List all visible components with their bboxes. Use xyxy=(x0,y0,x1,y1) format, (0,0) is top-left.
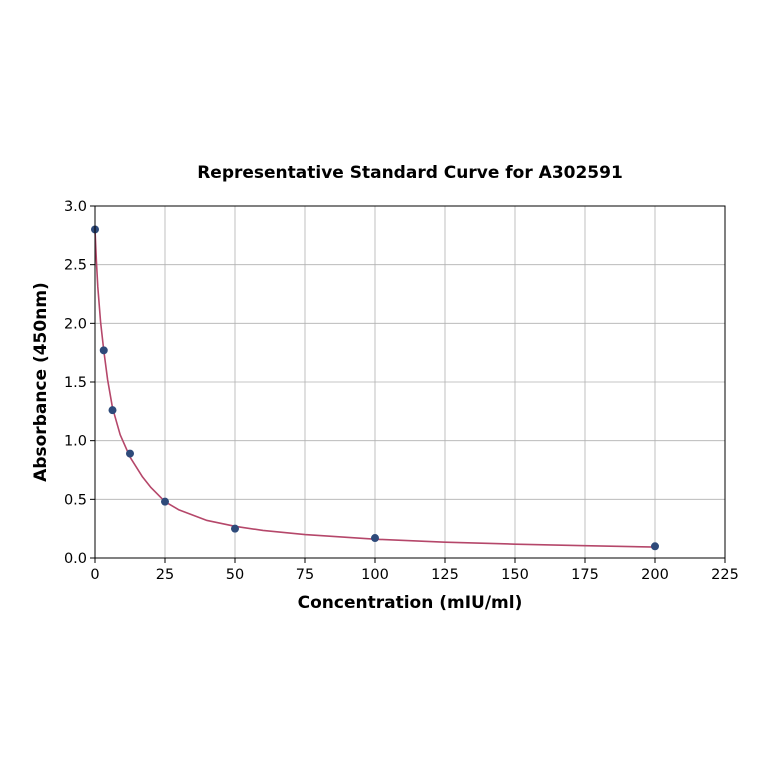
fit-curve-line xyxy=(94,229,656,548)
y-tick-label: 0.0 xyxy=(64,551,87,567)
y-tick-label: 1.5 xyxy=(64,375,87,391)
data-point xyxy=(651,542,659,551)
grid xyxy=(94,205,726,559)
x-tick-label: 25 xyxy=(156,567,174,583)
x-tick-label: 125 xyxy=(431,567,459,583)
y-tick-label: 3.0 xyxy=(64,199,87,215)
y-axis: 0.0 0.5 1.0 1.5 2.0 2.5 3.0 xyxy=(64,199,95,567)
fit-curve-layer xyxy=(94,229,656,548)
data-point xyxy=(161,497,169,506)
data-point xyxy=(371,534,379,543)
x-tick-label: 75 xyxy=(296,567,314,583)
y-tick-label: 2.0 xyxy=(64,316,87,332)
x-axis-label: Concentration (mIU/ml) xyxy=(298,593,523,613)
x-tick-label: 50 xyxy=(226,567,244,583)
y-tick-label: 1.0 xyxy=(64,434,87,450)
x-tick-label: 0 xyxy=(90,567,99,583)
y-tick-label: 2.5 xyxy=(64,258,87,274)
x-tick-label: 175 xyxy=(571,567,599,583)
data-point xyxy=(231,524,239,533)
data-point xyxy=(108,406,117,415)
y-tick-label: 0.5 xyxy=(64,492,87,508)
x-tick-label: 150 xyxy=(501,567,529,583)
x-tick-label: 100 xyxy=(361,567,389,583)
data-point xyxy=(126,449,134,458)
x-axis: 0 25 50 75 100 125 150 175 200 225 xyxy=(90,558,739,583)
x-tick-label: 225 xyxy=(711,567,739,583)
data-point xyxy=(99,346,108,355)
x-tick-label: 200 xyxy=(641,567,669,583)
y-axis-label: Absorbance (450nm) xyxy=(31,282,51,482)
chart-title: Representative Standard Curve for A30259… xyxy=(197,163,623,183)
